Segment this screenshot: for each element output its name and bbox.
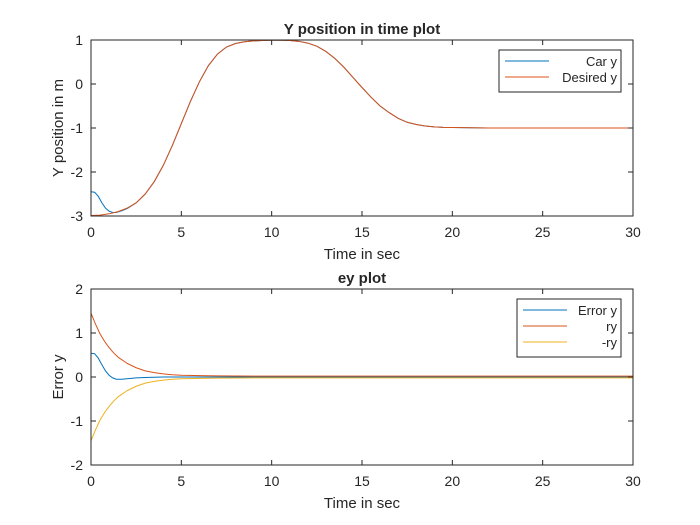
series-line-ry bbox=[91, 313, 633, 377]
x-tick-label: 20 bbox=[445, 224, 461, 240]
x-tick-label: 5 bbox=[177, 224, 185, 240]
legend-entry: -ry bbox=[602, 335, 618, 350]
x-axis-label: Time in sec bbox=[324, 495, 401, 512]
x-tick-label: 15 bbox=[354, 473, 370, 489]
y-tick-label: -2 bbox=[71, 457, 84, 473]
series-line-error-y bbox=[91, 352, 633, 380]
subplot-2: 0 5 10 15 20 25 30 -2 -1 0 1 2 ey plot Time in sec Err… bbox=[50, 270, 641, 512]
y-tick-label: -2 bbox=[71, 164, 84, 180]
x-tick-label: 25 bbox=[535, 224, 551, 240]
legend-entry: Desired y bbox=[562, 70, 617, 85]
x-tick-label: 10 bbox=[264, 224, 280, 240]
y-tick-label: -1 bbox=[71, 120, 84, 136]
x-tick-label: 0 bbox=[87, 473, 95, 489]
subplot-1: 0 5 10 15 20 25 30 -3 -2 -1 0 1 Y position in time p… bbox=[50, 21, 641, 263]
legend-entry: ry bbox=[606, 319, 617, 334]
legend-entry: Error y bbox=[578, 303, 618, 318]
x-tick-label: 0 bbox=[87, 224, 95, 240]
legend-entry: Car y bbox=[586, 54, 618, 69]
legend-box bbox=[516, 298, 622, 358]
y-axis-label: Y position in m bbox=[50, 79, 67, 177]
x-tick-label: 20 bbox=[445, 473, 461, 489]
y-tick-label: 0 bbox=[75, 76, 83, 92]
y-tick-label: -3 bbox=[71, 208, 84, 224]
y-tick-label: 2 bbox=[75, 281, 83, 297]
x-tick-label: 25 bbox=[535, 473, 551, 489]
chart-title: Y position in time plot bbox=[284, 21, 440, 38]
x-tick-label: 15 bbox=[354, 224, 370, 240]
x-tick-label: 30 bbox=[625, 224, 641, 240]
x-tick-label: 5 bbox=[177, 473, 185, 489]
y-tick-label: -1 bbox=[71, 413, 84, 429]
legend-box bbox=[498, 49, 622, 93]
x-tick-label: 30 bbox=[625, 473, 641, 489]
y-tick-label: 0 bbox=[75, 369, 83, 385]
x-tick-label: 10 bbox=[264, 473, 280, 489]
chart-title: ey plot bbox=[338, 270, 386, 287]
y-tick-label: 1 bbox=[75, 325, 83, 341]
x-axis-label: Time in sec bbox=[324, 246, 401, 263]
y-axis-label: Error y bbox=[50, 354, 67, 400]
series-line--ry bbox=[91, 377, 633, 441]
legend: Error yry-ry bbox=[516, 298, 622, 358]
y-tick-label: 1 bbox=[75, 32, 83, 48]
series-line-desired-y bbox=[91, 40, 633, 216]
